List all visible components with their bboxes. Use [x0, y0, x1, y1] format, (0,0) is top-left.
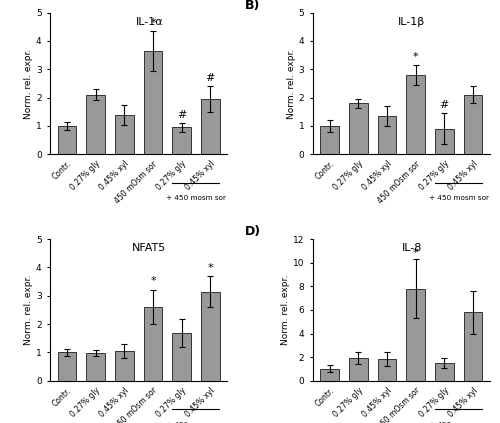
Bar: [58, 352, 76, 381]
Text: + 450 mosm sor: + 450 mosm sor: [166, 195, 226, 201]
Text: NFAT5: NFAT5: [132, 243, 166, 253]
Text: B): B): [245, 0, 260, 11]
Bar: [435, 363, 454, 381]
Text: *: *: [150, 18, 156, 27]
Bar: [144, 51, 163, 154]
Text: IL-8: IL-8: [402, 243, 422, 253]
Bar: [320, 369, 339, 381]
Bar: [201, 99, 220, 154]
Text: #: #: [440, 100, 449, 110]
Text: + 450 mosm sor: + 450 mosm sor: [428, 195, 488, 201]
Text: *: *: [413, 52, 418, 62]
Bar: [464, 95, 482, 154]
Y-axis label: Norm. rel. expr.: Norm. rel. expr.: [24, 48, 33, 118]
Text: *: *: [208, 263, 213, 272]
Bar: [320, 126, 339, 154]
Bar: [58, 126, 76, 154]
Bar: [406, 75, 425, 154]
Text: + 450 mosm sor: + 450 mosm sor: [166, 422, 226, 423]
Text: *: *: [150, 276, 156, 286]
Bar: [144, 307, 163, 381]
Text: IL-1β: IL-1β: [398, 17, 425, 27]
Text: #: #: [206, 73, 215, 83]
Bar: [406, 289, 425, 381]
Text: #: #: [177, 110, 186, 120]
Text: IL-1α: IL-1α: [136, 17, 163, 27]
Text: D): D): [245, 225, 262, 238]
Bar: [172, 127, 191, 154]
Y-axis label: Norm. rel. expr.: Norm. rel. expr.: [24, 275, 33, 345]
Bar: [435, 129, 454, 154]
Y-axis label: Norm. rel. expr.: Norm. rel. expr.: [286, 48, 296, 118]
Text: + 450 mosm sor: + 450 mosm sor: [428, 422, 488, 423]
Text: *: *: [413, 248, 418, 258]
Bar: [349, 358, 368, 381]
Bar: [115, 351, 134, 381]
Bar: [378, 359, 396, 381]
Bar: [464, 312, 482, 381]
Bar: [115, 115, 134, 154]
Bar: [172, 333, 191, 381]
Bar: [201, 291, 220, 381]
Bar: [349, 103, 368, 154]
Bar: [86, 353, 105, 381]
Y-axis label: Norm. rel. expr.: Norm. rel. expr.: [281, 275, 290, 345]
Bar: [86, 95, 105, 154]
Bar: [378, 116, 396, 154]
